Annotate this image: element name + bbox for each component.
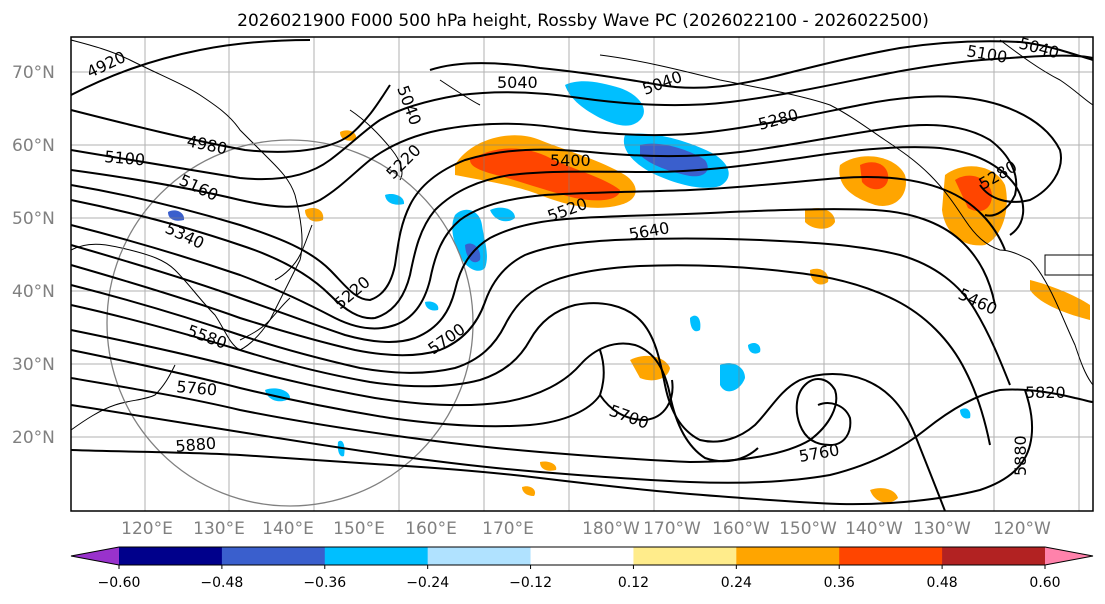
positive-anomaly-west-coast-core <box>955 175 992 212</box>
lon-label: 130°E <box>193 519 245 539</box>
lat-label: 60°N <box>12 136 55 156</box>
positive-anomaly-small-3 <box>870 488 898 503</box>
contour-label: 5820 <box>1025 383 1066 402</box>
coastline-alaska <box>599 54 1031 261</box>
colorbar-tick-label: −0.36 <box>303 575 346 591</box>
positive-anomaly-small-6 <box>540 461 557 471</box>
contour-5880 <box>70 389 1034 506</box>
colorbar-swatch <box>942 547 1046 565</box>
lon-label: 150°W <box>779 519 837 539</box>
contour-4920 <box>70 39 311 96</box>
negative-anomaly-bering <box>565 81 644 126</box>
positive-anomaly-small-7 <box>522 486 536 496</box>
contour-4980 <box>70 84 391 153</box>
contour-5220 <box>70 124 1018 302</box>
lon-label: 170°E <box>482 519 534 539</box>
colorbar-tick-label: 0.12 <box>618 575 649 591</box>
coastline-asia <box>70 39 303 351</box>
map-frame <box>70 36 1094 512</box>
contour-5700 <box>70 349 674 428</box>
contour-5760 <box>70 377 852 464</box>
contour-5820 <box>70 388 1094 484</box>
positive-anomaly-gulf-core <box>860 162 889 190</box>
negative-anomaly-small-3 <box>748 342 761 354</box>
colorbar-tick-label: 0.60 <box>1029 575 1060 591</box>
contour-label: 5400 <box>550 151 591 170</box>
positive-anomaly-small-2 <box>1030 280 1090 320</box>
lat-label: 50°N <box>12 209 55 229</box>
colorbar-extension-low <box>71 547 119 565</box>
contour-label: 5100 <box>104 147 146 169</box>
colorbar-tick-label: −0.24 <box>406 575 449 591</box>
contour-5340 <box>70 175 1006 330</box>
colorbar-extension-high <box>1045 547 1093 565</box>
contour-5100 <box>70 54 1094 181</box>
region-circle <box>106 139 474 507</box>
colorbar-swatch <box>736 547 840 565</box>
lon-label: 120°W <box>993 519 1051 539</box>
colorbar-tick-label: −0.12 <box>509 575 552 591</box>
contour-5400 <box>70 208 996 343</box>
contour-label: 5760 <box>176 377 218 399</box>
colorbar-swatch <box>839 547 943 565</box>
colorbar-tick-label: 0.48 <box>927 575 958 591</box>
colorbar-swatch <box>221 547 326 565</box>
lat-label: 40°N <box>12 282 55 302</box>
lat-label: 20°N <box>12 428 55 448</box>
colorbar-swatch <box>119 547 223 565</box>
map-panel: 4920 5040 5040 5040 5100 5040 4980 5100 … <box>70 34 1094 512</box>
coastline-north-america <box>1029 259 1094 386</box>
contour-5460 <box>70 237 1011 386</box>
lon-label: 140°W <box>845 519 903 539</box>
contour-5040 <box>429 40 1094 89</box>
contour-label: 5880 <box>1011 435 1030 476</box>
negative-anomaly-small-4 <box>690 315 701 332</box>
coastline-china <box>70 364 176 431</box>
lon-label: 160°E <box>405 519 457 539</box>
lon-label: 170°W <box>643 519 701 539</box>
contour-5160 <box>70 95 1062 208</box>
longitude-labels: 120°E 130°E 140°E 150°E 160°E 170°E 180°… <box>121 519 1051 539</box>
colorbar-swatch <box>530 547 634 565</box>
colorbar-swatch <box>633 547 737 565</box>
colorbar-tick-label: −0.60 <box>98 575 141 591</box>
contour-5580 <box>70 302 946 512</box>
coastline-canada-north <box>999 39 1094 106</box>
lon-label: 120°E <box>121 519 173 539</box>
lon-label: 180°W <box>582 519 640 539</box>
lon-label: 140°E <box>262 519 314 539</box>
coastline-japan <box>239 224 313 341</box>
colorbar: −0.60 −0.48 −0.36 −0.24 −0.12 0.12 0.24 0.36 0.4… <box>70 546 1094 591</box>
colorbar-tick-label: 0.36 <box>824 575 855 591</box>
lat-label: 30°N <box>12 355 55 375</box>
colorbar-swatch <box>427 547 532 565</box>
lon-label: 130°W <box>913 519 971 539</box>
lat-label: 70°N <box>12 63 55 83</box>
contour-5280 <box>70 146 1025 320</box>
negative-anomaly-aleutian-core <box>640 143 708 177</box>
contour-label: 5040 <box>497 73 538 92</box>
positive-anomaly-core <box>470 148 620 201</box>
height-contours <box>70 39 1094 512</box>
latitude-labels: 70°N 60°N 50°N 40°N 30°N 20°N <box>12 63 55 448</box>
contour-label: 5880 <box>175 434 217 456</box>
colorbar-swatch <box>324 547 429 565</box>
negative-anomaly-small-9 <box>425 301 439 311</box>
contour-5520 <box>70 264 991 446</box>
contour-5640 <box>70 329 759 463</box>
colorbar-tick-label: −0.48 <box>200 575 243 591</box>
colorbar-tick-label: 0.24 <box>721 575 752 591</box>
negative-anomaly-small-8 <box>960 408 971 419</box>
lon-label: 150°E <box>333 519 385 539</box>
lon-label: 160°W <box>712 519 770 539</box>
figure-title: 2026021900 F000 500 hPa height, Rossby W… <box>237 11 929 31</box>
